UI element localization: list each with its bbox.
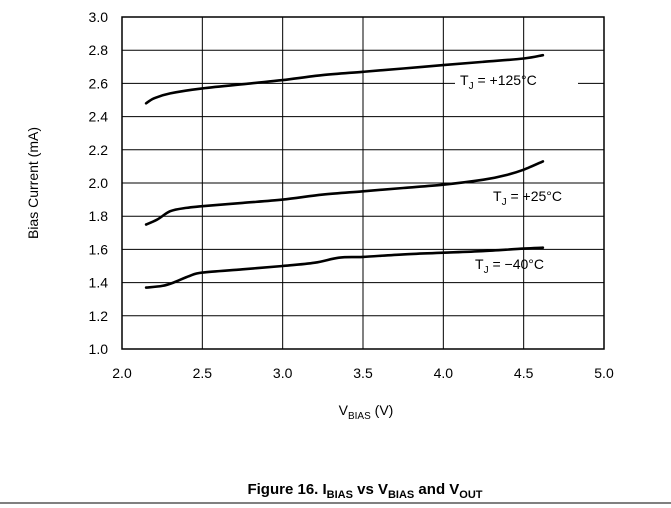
- x-tick-label: 4.5: [514, 365, 534, 381]
- data-series: [144, 53, 545, 289]
- x-tick-label: 3.5: [353, 365, 373, 381]
- y-tick-label: 2.6: [89, 75, 109, 91]
- grid-lines: [122, 17, 604, 349]
- series-label-0: TJ = +125°C: [460, 72, 537, 92]
- y-tick-label: 1.2: [89, 308, 109, 324]
- x-axis-label: VBIAS (V): [339, 402, 394, 422]
- y-tick-label: 3.0: [89, 9, 109, 25]
- y-tick-labels: 1.0 1.2 1.4 1.6 1.8 2.0 2.2 2.4 2.6 2.8 3.0: [89, 9, 109, 357]
- x-tick-label: 2.5: [193, 365, 213, 381]
- series-label-1: TJ = +25°C: [493, 188, 562, 208]
- series-labels: TJ = +125°C TJ = +25°C TJ = −40°C: [460, 72, 562, 276]
- y-tick-label: 2.8: [89, 42, 109, 58]
- y-tick-label: 1.8: [89, 208, 109, 224]
- y-tick-label: 1.0: [89, 341, 109, 357]
- y-tick-label: 2.2: [89, 142, 109, 158]
- x-tick-label: 4.0: [434, 365, 454, 381]
- x-tick-label: 2.0: [112, 365, 132, 381]
- plot-frame: [121, 16, 605, 350]
- figure-caption: Figure 16. IBIAS vs VBIAS and VOUT: [247, 481, 482, 501]
- series-line-0: [144, 53, 545, 105]
- x-tick-label: 3.0: [273, 365, 293, 381]
- series-label-2: TJ = −40°C: [475, 256, 544, 276]
- y-axis-label: Bias Current (mA): [25, 127, 41, 239]
- y-tick-label: 1.4: [89, 275, 109, 291]
- series-line-1: [144, 160, 545, 226]
- y-tick-label: 2.4: [89, 109, 109, 125]
- series-line-2: [144, 246, 545, 289]
- x-tick-labels: 2.0 2.5 3.0 3.5 4.0 4.5 5.0: [112, 365, 614, 381]
- x-tick-label: 5.0: [594, 365, 614, 381]
- y-tick-label: 1.6: [89, 241, 109, 257]
- y-tick-label: 2.0: [89, 175, 109, 191]
